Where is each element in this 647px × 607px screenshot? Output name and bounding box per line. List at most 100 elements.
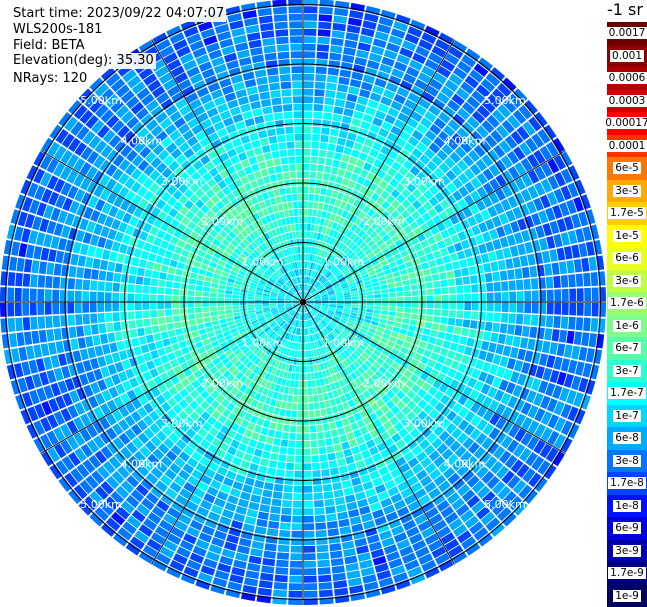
beta-cell xyxy=(514,162,527,176)
beta-cell xyxy=(512,256,521,268)
beta-cell xyxy=(279,226,285,234)
beta-cell xyxy=(429,513,443,526)
beta-cell xyxy=(456,294,464,302)
beta-cell xyxy=(558,329,568,343)
beta-cell xyxy=(288,333,293,341)
beta-cell xyxy=(194,307,203,313)
beta-cell xyxy=(178,78,192,91)
beta-cell xyxy=(247,422,256,431)
range-label: 3.00km xyxy=(403,417,445,430)
beta-cell xyxy=(307,327,310,335)
beta-cell xyxy=(364,456,374,466)
beta-cell xyxy=(517,218,527,231)
beta-cell xyxy=(428,172,439,184)
beta-cell xyxy=(275,270,282,277)
beta-cell xyxy=(310,334,314,342)
beta-cell xyxy=(319,290,327,295)
beta-cell xyxy=(407,154,418,165)
beta-cell xyxy=(303,66,315,74)
beta-cell xyxy=(381,297,389,302)
beta-cell xyxy=(322,112,333,121)
beta-cell xyxy=(406,389,416,400)
beta-cell xyxy=(523,278,531,290)
beta-cell xyxy=(461,54,477,68)
beta-cell xyxy=(283,314,289,320)
beta-cell xyxy=(83,384,94,398)
beta-cell xyxy=(347,180,356,189)
beta-cell xyxy=(278,307,286,312)
beta-cell xyxy=(315,264,320,271)
beta-cell xyxy=(286,272,291,280)
beta-cell xyxy=(329,213,337,222)
beta-cell xyxy=(347,279,355,285)
beta-cell xyxy=(203,35,218,46)
beta-cell xyxy=(533,439,546,455)
beta-cell xyxy=(127,515,142,529)
beta-cell xyxy=(260,427,269,436)
beta-cell xyxy=(311,447,319,455)
beta-cell xyxy=(162,203,173,214)
beta-cell xyxy=(481,437,494,450)
beta-cell xyxy=(257,236,264,245)
beta-cell xyxy=(152,144,165,156)
beta-cell xyxy=(279,329,285,337)
beta-cell xyxy=(289,289,295,295)
beta-cell xyxy=(247,302,255,305)
beta-cell xyxy=(377,103,390,114)
beta-cell xyxy=(397,351,406,360)
beta-cell xyxy=(200,119,213,130)
beta-cell xyxy=(494,431,507,445)
beta-cell xyxy=(259,458,269,467)
beta-cell xyxy=(292,515,303,523)
beta-cell xyxy=(257,511,269,520)
azimuth-spoke xyxy=(40,301,304,454)
beta-cell xyxy=(264,355,271,364)
beta-cell xyxy=(320,291,327,296)
beta-cell xyxy=(3,349,13,365)
beta-cell xyxy=(354,226,362,235)
beta-cell xyxy=(342,287,350,292)
beta-cell xyxy=(539,395,551,410)
beta-cell xyxy=(287,280,293,287)
beta-cell xyxy=(348,86,360,96)
beta-cell xyxy=(294,295,300,300)
beta-cell xyxy=(296,425,303,433)
beta-cell xyxy=(431,155,443,167)
beta-cell xyxy=(311,309,318,315)
beta-cell xyxy=(200,204,210,214)
beta-cell xyxy=(422,392,433,403)
beta-cell xyxy=(286,194,293,202)
beta-cell xyxy=(226,429,237,439)
beta-cell xyxy=(359,426,369,435)
beta-cell xyxy=(261,322,269,329)
beta-cell xyxy=(314,409,321,418)
beta-cell xyxy=(294,216,299,224)
beta-cell xyxy=(546,289,554,302)
beta-cell xyxy=(543,124,557,140)
beta-cell xyxy=(303,583,318,591)
beta-cell xyxy=(285,273,290,280)
beta-cell xyxy=(279,320,286,327)
beta-cell xyxy=(292,88,303,96)
beta-cell xyxy=(285,409,292,418)
beta-cell xyxy=(320,134,329,143)
beta-cell xyxy=(321,305,329,308)
beta-cell xyxy=(285,296,293,299)
beta-cell xyxy=(385,511,399,522)
beta-cell xyxy=(30,316,38,330)
beta-cell xyxy=(375,345,384,353)
beta-cell xyxy=(403,142,415,153)
beta-cell xyxy=(286,306,293,310)
beta-cell xyxy=(250,494,262,504)
beta-cell xyxy=(319,309,327,314)
beta-cell xyxy=(561,288,569,302)
beta-cell xyxy=(335,310,343,315)
beta-cell xyxy=(523,489,538,505)
beta-cell xyxy=(112,282,120,292)
beta-cell xyxy=(402,279,410,286)
beta-cell xyxy=(249,205,257,214)
beta-cell xyxy=(269,304,277,308)
beta-cell xyxy=(353,484,364,494)
beta-cell xyxy=(166,184,178,196)
beta-cell xyxy=(395,439,406,450)
